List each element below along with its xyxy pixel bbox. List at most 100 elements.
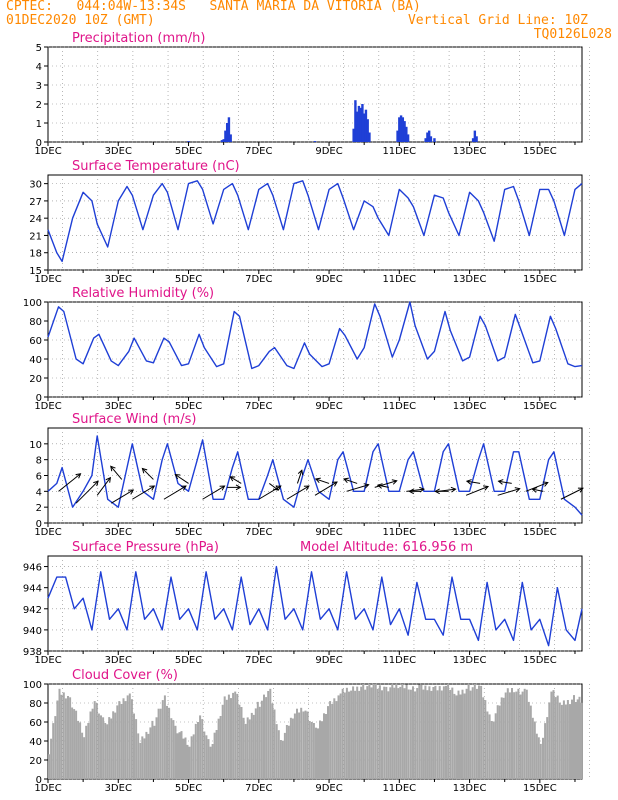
x-tick-label: 7DEC: [245, 401, 272, 412]
precip-bar: [220, 140, 224, 142]
cloud-cover-bar: [252, 714, 255, 779]
cloud-cover-bar: [265, 697, 268, 779]
wind-arrow-shaft: [163, 485, 187, 500]
wind-arrow-shaft: [110, 465, 123, 480]
y-tick-label: 3: [36, 81, 42, 92]
cloud-cover-bar: [217, 718, 220, 779]
cloud-cover-bar: [331, 704, 334, 779]
y-tick-label: 20: [29, 374, 42, 385]
cloud-cover-bar: [414, 691, 417, 779]
cloud-cover-bar: [128, 693, 131, 779]
cloud-cover-bar: [405, 684, 408, 779]
panel-title: Relative Humidity (%): [72, 286, 214, 301]
cloud-cover-bar: [544, 723, 547, 779]
x-tick-label: 15DEC: [523, 274, 557, 285]
cloud-cover-bar: [157, 708, 160, 779]
wind-arrow-shaft: [296, 470, 303, 484]
cloud-cover-bar: [560, 704, 563, 779]
cloud-cover-bar: [428, 686, 431, 779]
cloud-cover-bar: [447, 684, 450, 779]
cloud-cover-bar: [317, 728, 319, 779]
cloud-cover-bar: [205, 735, 208, 779]
cloud-cover-bar: [434, 685, 437, 779]
wind-arrow-head: [391, 479, 398, 485]
y-tick-label: 5: [36, 43, 42, 54]
wind-arrow-shaft: [343, 478, 358, 484]
x-tick-label: 11DEC: [382, 527, 416, 538]
x-tick-label: 7DEC: [245, 146, 272, 157]
x-tick-label: 9DEC: [315, 783, 342, 794]
wind-vector-layer: [58, 465, 584, 504]
cloud-cover-bar: [576, 699, 579, 779]
cloud-cover-bar: [238, 704, 241, 779]
cloud-cover-bar: [467, 684, 470, 779]
precip-bar: [187, 141, 190, 142]
cloud-cover-bar: [335, 701, 338, 779]
cloud-cover-bar: [236, 693, 239, 779]
cloud-cover-bar: [319, 720, 321, 779]
precip-bar: [362, 113, 366, 142]
cloud-cover-bar: [432, 687, 435, 779]
x-tick-label: 11DEC: [382, 274, 416, 285]
wind-arrow-shaft: [377, 484, 389, 488]
wind-arrow-shaft: [96, 477, 111, 496]
cloud-cover-bar: [240, 707, 243, 779]
cloud-cover-bar: [502, 697, 505, 779]
cloud-cover-bar: [370, 687, 373, 779]
y-tick-label: 60: [29, 336, 42, 347]
cloud-cover-bar: [315, 727, 317, 779]
cloud-cover-bar: [550, 691, 553, 779]
cloud-cover-bar: [85, 725, 88, 779]
cloud-cover-bar: [170, 718, 173, 779]
cloud-cover-bar: [203, 731, 206, 779]
cloud-cover-bar: [54, 716, 57, 779]
wind-arrow-head: [577, 487, 584, 493]
cloud-cover-bar: [531, 717, 534, 779]
cloud-cover-bar: [114, 712, 117, 779]
cloud-cover-bar: [578, 696, 581, 779]
precip-bar: [475, 136, 478, 142]
cloud-cover-bar: [445, 685, 447, 779]
x-tick-label: 7DEC: [245, 527, 272, 538]
y-tick-label: 0: [36, 775, 42, 786]
cloud-cover-bar: [418, 684, 421, 779]
cloud-cover-bar: [223, 696, 226, 779]
cloud-cover-bar: [333, 698, 336, 780]
header-station-line: CPTEC: 044:04W-13:34S SANTA MARIA DA VIT…: [6, 0, 421, 14]
cloud-cover-bar: [385, 686, 388, 779]
cloud-cover-bar: [293, 713, 296, 779]
cloud-cover-bar: [201, 719, 204, 779]
cloud-cover-bar: [327, 706, 329, 779]
cloud-cover-bar: [329, 701, 332, 779]
x-tick-label: 9DEC: [315, 655, 342, 666]
cloud-cover-bar: [378, 685, 381, 779]
cloud-cover-bar: [81, 732, 84, 779]
cloud-cover-bar: [296, 708, 298, 779]
cloud-cover-bar: [461, 689, 464, 779]
cloud-cover-bar: [64, 698, 67, 779]
series-line: [47, 565, 583, 647]
precip-bar: [406, 134, 410, 142]
cloud-cover-bar: [455, 695, 458, 779]
cloud-cover-bar: [52, 723, 55, 779]
cloud-cover-bar: [436, 690, 439, 779]
cloud-cover-bar: [562, 700, 565, 779]
x-tick-label: 11DEC: [382, 146, 416, 157]
cloud-cover-bar: [484, 700, 487, 779]
cloud-cover-bar: [366, 686, 369, 779]
cloud-cover-bar: [168, 707, 171, 780]
wind-arrow-head: [314, 477, 321, 484]
cloud-cover-bar: [283, 732, 286, 779]
x-tick-label: 13DEC: [453, 655, 487, 666]
wind-arrow-head: [342, 477, 349, 484]
wind-arrow-head: [180, 485, 187, 491]
wind-arrow-head: [219, 485, 226, 491]
series-line: [47, 435, 583, 516]
x-tick-label: 1DEC: [34, 655, 61, 666]
cloud-cover-bar: [573, 695, 575, 779]
cloud-cover-bar: [478, 685, 480, 779]
cloud-cover-bar: [407, 689, 410, 779]
x-tick-label: 11DEC: [382, 783, 416, 794]
precip-bar: [313, 141, 317, 142]
